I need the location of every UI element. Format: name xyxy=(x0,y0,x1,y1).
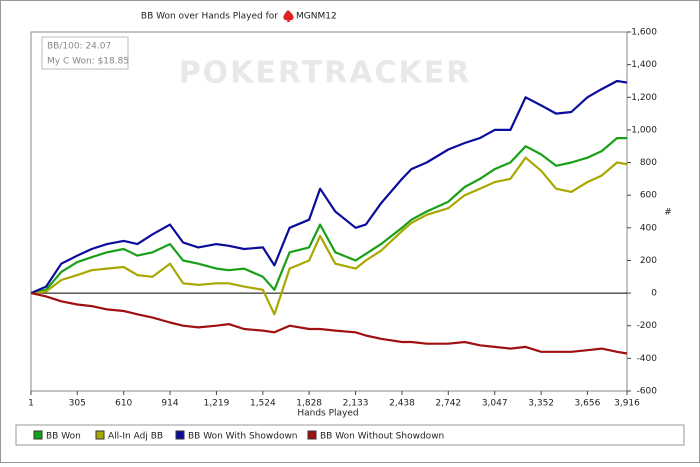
y-tick-label: 400 xyxy=(640,223,657,233)
player-name: MGNM12 xyxy=(296,12,337,22)
y-axis-label: # xyxy=(664,208,672,218)
y-tick-label: 1,000 xyxy=(631,125,657,135)
x-tick-label: 3,352 xyxy=(528,399,554,409)
x-tick-label: 2,133 xyxy=(343,399,369,409)
info-box xyxy=(41,36,129,70)
spade-icon xyxy=(283,10,294,22)
y-tick-label: 1,200 xyxy=(631,93,657,103)
chart-title: BB Won over Hands Played for xyxy=(141,12,278,22)
x-tick-label: 610 xyxy=(115,399,132,409)
x-tick-label: 2,438 xyxy=(389,399,415,409)
x-tick-label: 3,916 xyxy=(614,399,640,409)
legend-label: BB Won With Showdown xyxy=(188,432,298,442)
y-tick-label: 200 xyxy=(640,256,657,266)
y-tick-label: -600 xyxy=(637,387,658,397)
series-line xyxy=(30,156,628,316)
info-text: BB/100: 24.07 xyxy=(47,42,111,52)
legend-swatch xyxy=(95,430,105,440)
x-tick-label: 3,656 xyxy=(575,399,601,409)
y-tick-label: 600 xyxy=(640,191,657,201)
legend-label: BB Won Without Showdown xyxy=(320,432,444,442)
plot-area xyxy=(30,31,628,392)
y-tick-label: 800 xyxy=(640,158,657,168)
y-tick-label: 1,400 xyxy=(631,60,657,70)
x-axis-label: Hands Played xyxy=(297,409,358,419)
x-tick-label: 1 xyxy=(28,399,34,409)
legend-swatch xyxy=(175,430,185,440)
x-tick-label: 1,828 xyxy=(296,399,322,409)
y-tick-label: 1,600 xyxy=(631,28,657,38)
x-tick-label: 914 xyxy=(161,399,178,409)
info-text: My C Won: $18.85 xyxy=(47,57,129,67)
legend-label: BB Won xyxy=(46,432,81,442)
legend-swatch xyxy=(307,430,317,440)
x-tick-label: 1,219 xyxy=(204,399,230,409)
x-tick-label: 2,742 xyxy=(435,399,461,409)
legend xyxy=(15,424,685,446)
watermark: POKERTRACKER xyxy=(179,56,472,91)
y-tick-label: -200 xyxy=(637,321,658,331)
series-line xyxy=(30,292,628,355)
legend-swatch xyxy=(33,430,43,440)
x-tick-label: 305 xyxy=(69,399,86,409)
y-tick-label: -400 xyxy=(637,354,658,364)
legend-label: All-In Adj BB xyxy=(108,432,163,442)
series-line xyxy=(30,79,628,295)
x-tick-label: 1,524 xyxy=(250,399,276,409)
y-tick-label: 0 xyxy=(651,289,657,299)
x-tick-label: 3,047 xyxy=(482,399,508,409)
series-line xyxy=(30,137,627,295)
